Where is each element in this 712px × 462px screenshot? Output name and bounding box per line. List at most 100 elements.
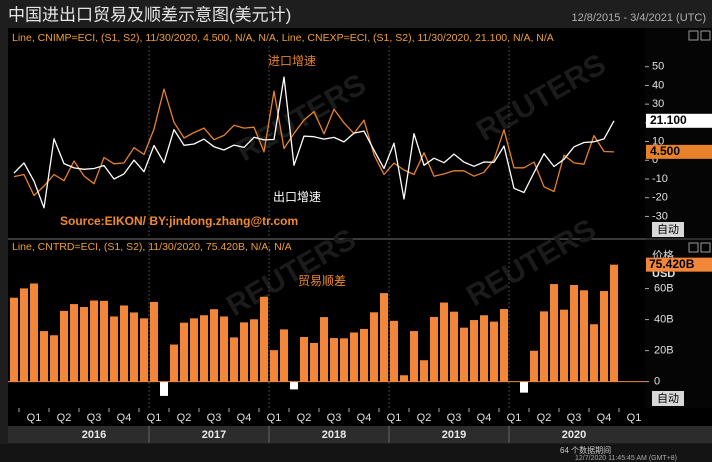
bar bbox=[390, 320, 398, 382]
value-label: 75.420B bbox=[649, 257, 695, 271]
x-tick-label: Q3 bbox=[87, 412, 102, 424]
y-tick-label: 40 bbox=[652, 79, 664, 91]
bar bbox=[330, 338, 338, 382]
annotation: Source:EIKON/ BY:jindong.zhang@tr.com bbox=[60, 214, 298, 228]
value-label: 4.500 bbox=[650, 144, 680, 158]
annotation: 出口增速 bbox=[273, 190, 321, 204]
bar bbox=[490, 321, 498, 382]
bar bbox=[590, 324, 598, 382]
panel-icon[interactable] bbox=[688, 30, 699, 41]
bar bbox=[200, 315, 208, 382]
year-row bbox=[8, 426, 712, 443]
x-tick-label: Q4 bbox=[117, 412, 132, 424]
x-tick-label: Q2 bbox=[417, 412, 432, 424]
y-tick-label: 0 bbox=[654, 376, 660, 388]
bar bbox=[610, 264, 618, 382]
bar bbox=[100, 300, 108, 382]
year-label: 2020 bbox=[562, 429, 586, 441]
bar bbox=[460, 327, 468, 382]
bar bbox=[70, 304, 78, 382]
panel-icon[interactable] bbox=[700, 30, 711, 41]
auto-button-label[interactable]: 自动 bbox=[657, 223, 679, 236]
value-label-box bbox=[646, 144, 712, 159]
year-label: 2018 bbox=[322, 429, 346, 441]
bar bbox=[230, 337, 238, 382]
bar bbox=[210, 309, 218, 382]
bar bbox=[50, 335, 58, 382]
y-tick-label: -20 bbox=[652, 192, 668, 204]
top-panel bbox=[8, 28, 645, 238]
x-tick-label: Q3 bbox=[567, 412, 582, 424]
x-tick-label: Q1 bbox=[27, 412, 42, 424]
auto-button[interactable] bbox=[652, 391, 684, 406]
bar bbox=[570, 285, 578, 382]
y-tick-label: 60B bbox=[654, 282, 674, 294]
bar bbox=[240, 322, 248, 382]
bar bbox=[500, 309, 508, 382]
bar bbox=[470, 320, 478, 382]
bar bbox=[10, 297, 18, 382]
value-label-box bbox=[646, 257, 712, 272]
x-tick-label: Q4 bbox=[597, 412, 612, 424]
bar bbox=[360, 328, 368, 382]
bar bbox=[180, 322, 188, 382]
panel-icon[interactable] bbox=[700, 242, 711, 253]
bar bbox=[450, 311, 458, 382]
y-tick-label: 20B bbox=[654, 345, 674, 357]
auto-button[interactable] bbox=[652, 222, 684, 237]
series-line bbox=[13, 76, 615, 209]
bar bbox=[530, 350, 538, 382]
y-tick-label: 30 bbox=[652, 98, 664, 110]
bar bbox=[60, 310, 68, 382]
x-tick-label: Q3 bbox=[327, 412, 342, 424]
value-label: 21.100 bbox=[650, 113, 687, 127]
bar bbox=[580, 290, 588, 382]
status-periods: 64 个数据期间 bbox=[560, 445, 611, 455]
bar bbox=[290, 381, 298, 390]
series-line bbox=[13, 88, 615, 197]
bar bbox=[20, 288, 28, 382]
x-tick-label: Q4 bbox=[477, 412, 492, 424]
y-tick-label: -10 bbox=[652, 173, 668, 185]
y-tick-label: 0 bbox=[652, 154, 658, 166]
bar bbox=[220, 316, 228, 382]
y-tick-label: 10 bbox=[652, 135, 664, 147]
bar bbox=[440, 302, 448, 382]
x-tick-label: Q1 bbox=[387, 412, 402, 424]
bar bbox=[40, 331, 48, 382]
bar bbox=[420, 360, 428, 382]
bar bbox=[400, 375, 408, 382]
y-tick-label: -30 bbox=[652, 210, 668, 222]
bar bbox=[550, 284, 558, 382]
bar bbox=[260, 296, 268, 382]
bar bbox=[250, 319, 258, 382]
bar bbox=[350, 332, 358, 382]
bar bbox=[120, 305, 128, 382]
bar bbox=[310, 343, 318, 382]
bar bbox=[110, 316, 118, 382]
annotation: 进口增速 bbox=[268, 54, 316, 68]
status-bar bbox=[0, 444, 712, 462]
chart-title: 中国进出口贸易及顺差示意图(美元计) bbox=[8, 5, 291, 24]
bar bbox=[130, 312, 138, 382]
x-tick-label: Q4 bbox=[357, 412, 372, 424]
bar bbox=[370, 312, 378, 382]
x-tick-label: Q2 bbox=[297, 412, 312, 424]
bar bbox=[300, 336, 308, 382]
bar bbox=[280, 329, 288, 382]
auto-button-label[interactable]: 自动 bbox=[657, 392, 679, 405]
year-label: 2016 bbox=[82, 429, 106, 441]
y-tick-label: 50 bbox=[652, 61, 664, 73]
panel-icon[interactable] bbox=[688, 242, 699, 253]
bar bbox=[170, 344, 178, 382]
bar bbox=[190, 318, 198, 382]
legend-text: Line, CNTRD=ECI, (S1, S2), 11/30/2020, 7… bbox=[12, 241, 292, 253]
x-tick-label: Q2 bbox=[537, 412, 552, 424]
bar bbox=[320, 317, 328, 382]
x-tick-label: Q2 bbox=[177, 412, 192, 424]
bar bbox=[380, 293, 388, 382]
legend-text: Line, CNIMP=ECI, (S1, S2), 11/30/2020, 4… bbox=[12, 32, 554, 44]
bar bbox=[140, 318, 148, 382]
bar bbox=[340, 338, 348, 382]
